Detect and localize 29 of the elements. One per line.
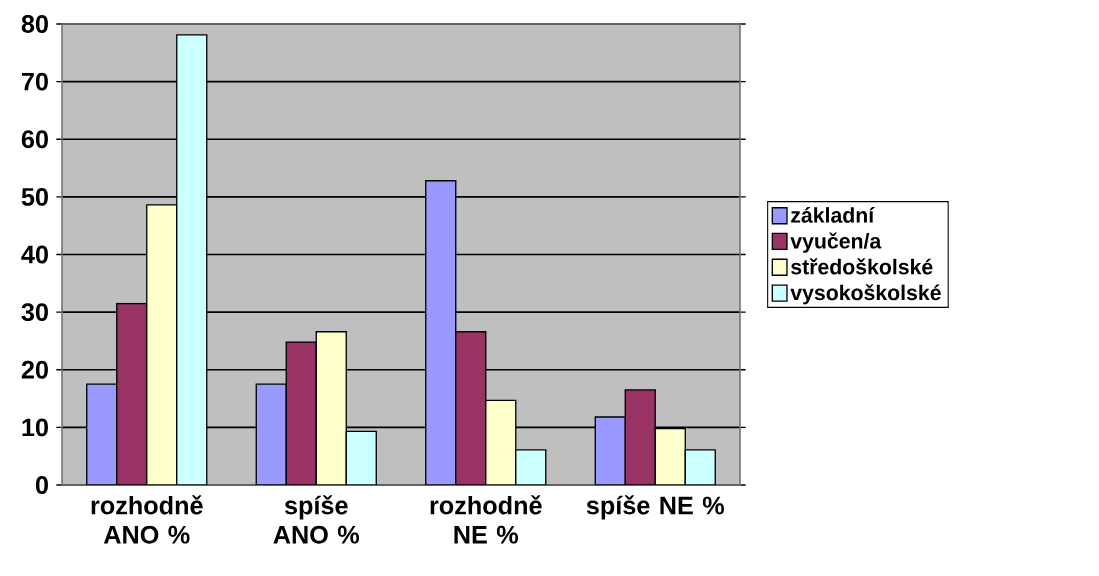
x-tick-label: spíše NE %	[586, 495, 724, 520]
bar	[176, 34, 208, 485]
legend-label: vysokoškolské	[790, 284, 941, 305]
y-tick-label: 40	[21, 245, 48, 264]
bar	[485, 399, 517, 485]
y-tick-label: 10	[22, 418, 48, 437]
legend-label: středoškolské	[791, 258, 933, 275]
legend-label: základní	[791, 206, 875, 223]
bar	[515, 449, 547, 485]
x-tick-label: rozhodně NE %	[430, 495, 542, 544]
x-tick-label: rozhodně ANO %	[91, 495, 203, 544]
legend-label: vyučen/a	[790, 232, 882, 253]
bar	[684, 449, 716, 485]
y-tick-label: 80	[21, 15, 48, 33]
y-tick-label: 20	[21, 360, 48, 379]
bar	[425, 180, 457, 485]
x-tick-label: spíše ANO %	[273, 495, 360, 544]
bar	[654, 427, 686, 485]
y-tick-label: 50	[21, 187, 48, 206]
bar	[255, 383, 287, 485]
bar	[315, 331, 347, 485]
y-tick-label: 60	[21, 130, 48, 149]
bar	[345, 430, 377, 485]
bar	[86, 383, 118, 485]
y-tick-label: 30	[21, 303, 48, 322]
bar	[146, 204, 178, 485]
y-tick-label: 70	[21, 72, 48, 91]
y-tick-label: 0	[35, 476, 48, 494]
bar	[594, 416, 626, 485]
